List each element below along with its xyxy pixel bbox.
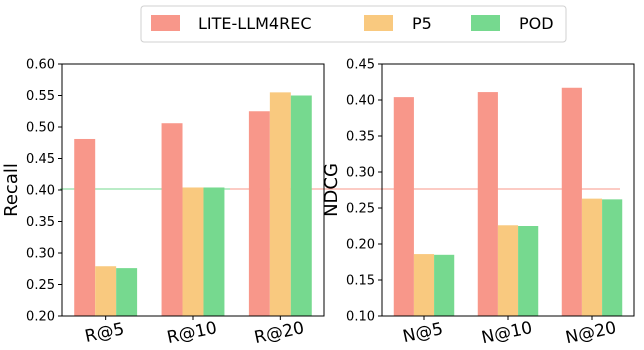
xtick-label-recall-1: R@10 [165, 318, 219, 348]
ytick-label-recall-2: 0.30 [26, 247, 55, 262]
bar-recall-r-at-5-lite-llm4rec [74, 138, 96, 316]
bar-ndcg-n-at-5-p5 [413, 254, 435, 316]
xtick-label-ndcg-0: N@5 [401, 319, 445, 347]
ytick-label-ndcg-3: 0.25 [346, 202, 375, 217]
bar-ndcg-n-at-5-lite-llm4rec [393, 97, 414, 317]
ytick-label-ndcg-5: 0.35 [346, 130, 375, 145]
xtick-label-ndcg-2: N@20 [564, 318, 618, 348]
legend-box [140, 5, 567, 43]
bar-ndcg-n-at-5-pod [434, 254, 455, 316]
bar-recall-r-at-20-lite-llm4rec [248, 111, 270, 316]
bar-ndcg-n-at-10-p5 [497, 225, 519, 316]
ytick-label-ndcg-2: 0.20 [346, 238, 375, 253]
bar-recall-r-at-20-pod [290, 95, 312, 316]
bar-recall-r-at-5-pod [116, 268, 138, 316]
ytick-label-recall-5: 0.45 [26, 152, 55, 167]
ytick-label-recall-8: 0.60 [26, 58, 55, 73]
legend-swatch-lite-llm4rec [151, 15, 180, 31]
bar-recall-r-at-10-lite-llm4rec [161, 123, 183, 316]
legend-label-pod: POD [519, 14, 554, 33]
bar-ndcg-n-at-10-lite-llm4rec [477, 92, 498, 316]
legend-swatch-p5 [364, 15, 393, 31]
ytick-label-ndcg-4: 0.30 [346, 166, 375, 181]
legend: LITE-LLM4REC P5 POD [140, 5, 567, 43]
legend-label-lite-llm4rec: LITE-LLM4REC [198, 14, 312, 33]
axes-frame-ndcg [381, 63, 635, 317]
ytick-label-recall-0: 0.20 [26, 310, 55, 325]
xtick-label-recall-0: R@5 [83, 319, 126, 347]
bar-ndcg-n-at-10-pod [518, 226, 539, 316]
legend-label-p5: P5 [412, 14, 432, 33]
ytick-label-ndcg-1: 0.15 [346, 274, 375, 289]
xtick-label-ndcg-1: N@10 [480, 318, 534, 348]
ylabel-ndcg: NDCG [321, 163, 342, 217]
bar-recall-r-at-5-p5 [95, 266, 117, 316]
ytick-label-recall-1: 0.25 [26, 278, 55, 293]
bar-recall-r-at-10-pod [203, 187, 225, 316]
bar-ndcg-n-at-20-pod [602, 199, 623, 316]
ytick-label-recall-3: 0.35 [26, 215, 55, 230]
bar-recall-r-at-20-p5 [269, 92, 291, 316]
axes-frame-recall [61, 63, 325, 317]
ytick-label-ndcg-0: 0.10 [346, 310, 375, 325]
ytick-label-ndcg-6: 0.40 [346, 94, 375, 109]
ytick-label-recall-6: 0.50 [26, 121, 55, 136]
legend-swatch-pod [471, 15, 500, 31]
bar-ndcg-n-at-20-p5 [581, 198, 603, 316]
ytick-label-ndcg-7: 0.45 [346, 58, 375, 73]
bar-ndcg-n-at-20-lite-llm4rec [561, 87, 582, 316]
xtick-label-recall-2: R@20 [253, 318, 307, 348]
ylabel-recall: Recall [1, 163, 22, 217]
ytick-label-recall-7: 0.55 [26, 89, 55, 104]
ytick-label-recall-4: 0.40 [26, 184, 55, 199]
recall-chart: R@5 R@10 R@20 0.20 0.25 0.30 0.35 0.40 0.45 0.50 0… [1, 58, 325, 348]
bar-recall-r-at-10-p5 [182, 187, 204, 316]
ndcg-chart: N@5 N@10 N@20 0.10 0.15 0.20 0.25 0.30 0.35 0.40 0… [321, 58, 635, 348]
